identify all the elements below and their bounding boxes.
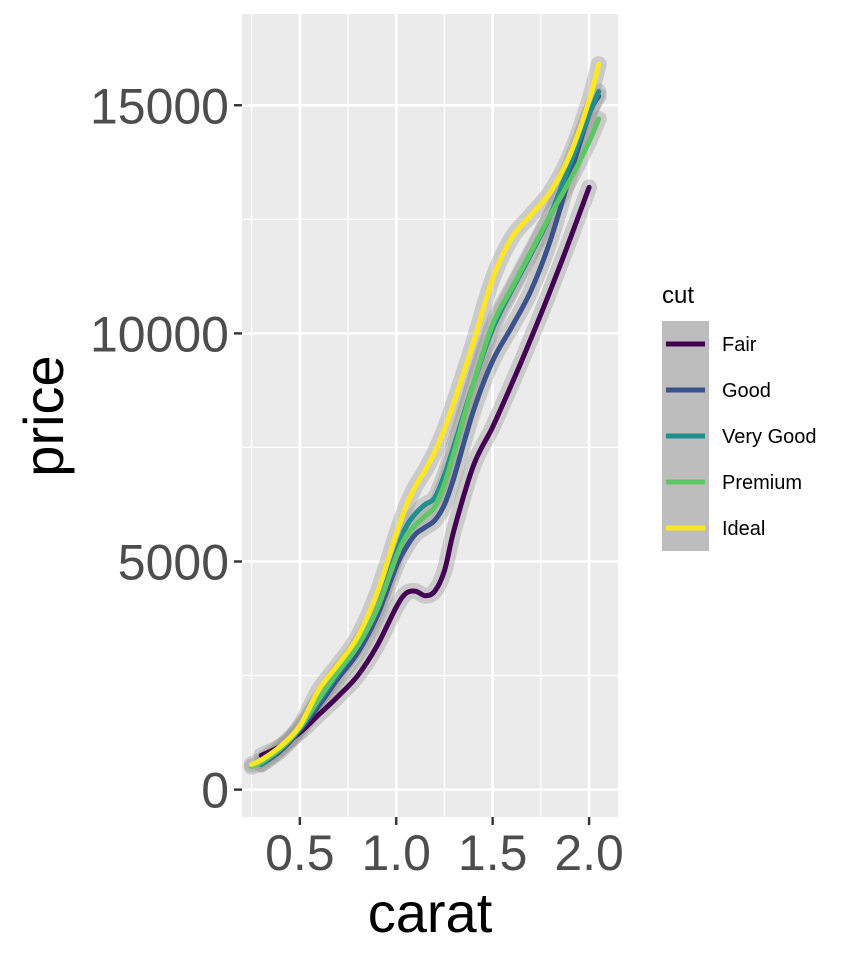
x-tick-label: 1.5 (458, 825, 528, 881)
series-lines (249, 61, 602, 770)
x-tick-label: 0.5 (265, 825, 335, 881)
legend-items: Fair Good Very Good Premium Ideal (666, 334, 817, 540)
series-line-fair (258, 184, 592, 758)
series-line-good (258, 93, 602, 767)
x-axis-title: carat (368, 881, 493, 944)
legend-label: Premium (722, 472, 802, 494)
y-tick-label: 5000 (118, 535, 229, 591)
legend-label: Very Good (722, 426, 817, 448)
x-tick-label: 2.0 (554, 825, 624, 881)
y-tick-label: 0 (201, 763, 229, 819)
legend-title: cut (662, 282, 694, 309)
plot-panel (242, 14, 618, 817)
legend: cut Fair Good Very Good Premium Ideal (662, 282, 817, 551)
y-axis-title: price (12, 355, 75, 476)
y-axis: 0 5000 10000 15000 (90, 78, 242, 819)
series-line-ideal (249, 61, 602, 767)
legend-label: Fair (722, 334, 757, 356)
grid-minor (242, 14, 618, 817)
y-tick-label: 10000 (90, 306, 229, 362)
series-line-premium (249, 116, 602, 770)
grid-major (242, 14, 618, 817)
x-axis: 0.5 1.0 1.5 2.0 (265, 817, 624, 881)
legend-label: Ideal (722, 518, 765, 540)
y-tick-label: 15000 (90, 78, 229, 134)
legend-label: Good (722, 380, 771, 402)
x-tick-label: 1.0 (361, 825, 431, 881)
